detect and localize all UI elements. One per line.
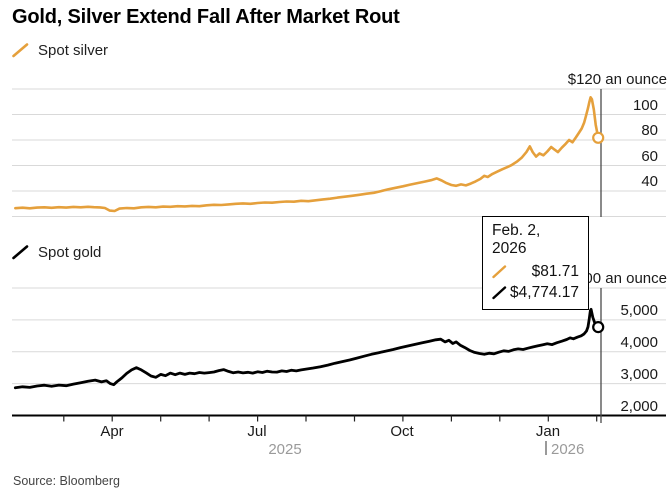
- legend-silver: Spot silver: [12, 42, 108, 59]
- x-axis-year-label: 2026: [551, 441, 585, 458]
- gold-slash-icon: [12, 245, 29, 260]
- y-axis-unit-label: $120 an ounce: [567, 71, 667, 88]
- tooltip-silver-value: $81.71: [531, 262, 579, 280]
- tooltip-gold-value: $4,774.17: [510, 283, 579, 301]
- silver-slash-icon: [12, 43, 29, 58]
- y-axis-tick-label: 4,000: [620, 333, 658, 351]
- x-axis-month-label: Oct: [390, 423, 414, 440]
- crosshair-tooltip: Feb. 2, 2026 $81.71 $4,774.17: [482, 216, 589, 310]
- legend-gold: Spot gold: [12, 244, 101, 261]
- y-axis-tick-label: 40: [641, 173, 658, 190]
- last-point-marker: [592, 131, 605, 144]
- tooltip-gold-row: $4,774.17: [492, 282, 579, 303]
- last-point-marker: [592, 321, 605, 334]
- gold-slash-icon: [492, 285, 507, 299]
- legend-silver-label: Spot silver: [38, 42, 109, 59]
- y-axis-tick-label: 80: [641, 122, 658, 139]
- y-axis-tick-label: 60: [641, 147, 658, 165]
- y-axis-tick-label: 3,000: [620, 365, 658, 383]
- tooltip-silver-row: $81.71: [492, 261, 579, 282]
- silver-slash-icon: [492, 264, 507, 278]
- spot-silver-line: [14, 96, 600, 213]
- x-axis-year-label: 2025: [268, 441, 302, 458]
- y-axis-tick-label: 100: [632, 96, 658, 114]
- source-credit: Source: Bloomberg: [13, 474, 121, 488]
- x-axis-month-label: Jul: [247, 423, 267, 440]
- legend-gold-label: Spot gold: [38, 244, 102, 261]
- year-divider-bar: [545, 441, 547, 455]
- y-axis-tick-label: 5,000: [620, 301, 658, 319]
- x-axis-month-label: Apr: [100, 423, 124, 440]
- x-axis-month-label: Jan: [535, 423, 561, 440]
- spot-gold-line: [13, 308, 600, 390]
- tooltip-date: Feb. 2, 2026: [492, 222, 541, 257]
- page-title: Gold, Silver Extend Fall After Market Ro…: [12, 6, 400, 28]
- y-axis-tick-label: 2,000: [620, 397, 658, 415]
